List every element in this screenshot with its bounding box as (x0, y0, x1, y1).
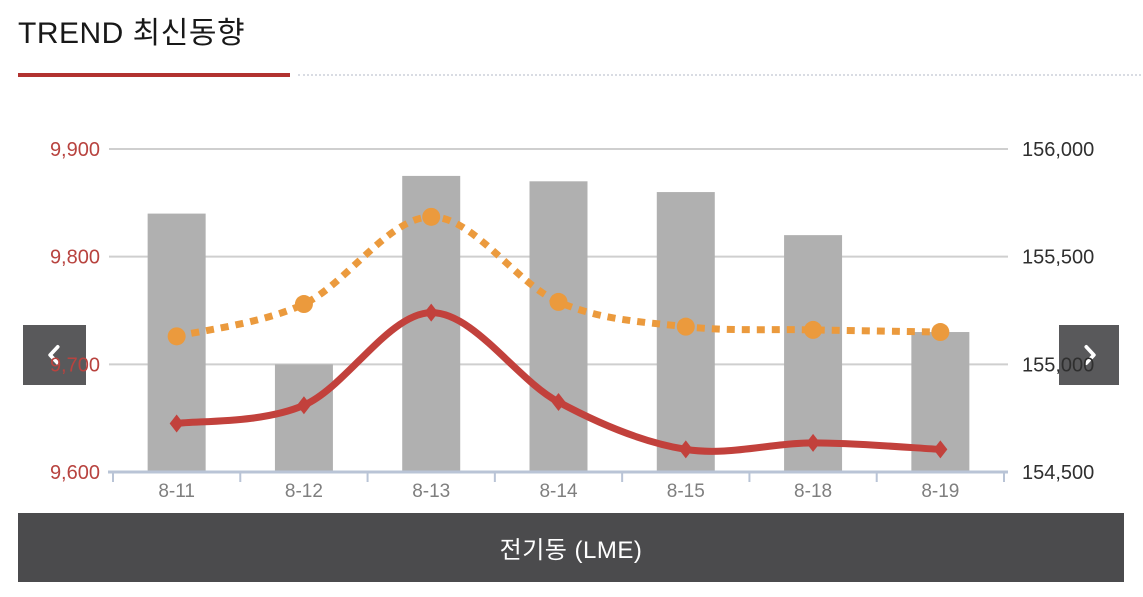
chevron-right-icon (1084, 345, 1096, 365)
dotted-line-path (175, 213, 941, 340)
left-axis-label: 9,800 (50, 247, 100, 269)
x-axis-label: 8-19 (921, 481, 959, 502)
bar-8-13 (402, 175, 461, 472)
page-header: TREND 최신동향 (0, 0, 1143, 77)
chevron-left-icon (47, 345, 60, 365)
page-title: TREND 최신동향 (18, 17, 246, 50)
circle-marker (549, 292, 568, 311)
diamond-marker (678, 440, 693, 459)
title-divider (18, 72, 1143, 77)
title-divider-dots (298, 73, 1141, 76)
right-axis-label: 154,500 (1022, 462, 1094, 484)
x-axis-label: 8-15 (667, 481, 705, 502)
x-axis-label: 8-13 (412, 481, 450, 502)
diamond-marker (551, 393, 566, 412)
bar-8-15 (656, 192, 715, 473)
bar-8-14 (529, 181, 588, 473)
series-title-banner: 전기동 (LME) (18, 513, 1124, 582)
bar-8-19 (911, 332, 970, 472)
circle-marker (294, 295, 313, 314)
carousel-next-button[interactable] (1059, 325, 1119, 385)
title-divider-accent (18, 72, 290, 77)
circle-marker (676, 317, 695, 336)
x-axis-label: 8-12 (285, 481, 323, 502)
diamond-marker (424, 303, 439, 322)
circle-marker (167, 327, 186, 346)
bar-8-12 (274, 364, 333, 472)
circle-marker (804, 320, 823, 339)
x-axis-label: 8-14 (539, 481, 577, 502)
x-axis-label: 8-18 (794, 481, 832, 502)
x-axis-label: 8-11 (158, 481, 195, 502)
diamond-marker (933, 440, 948, 459)
solid-line-path (173, 309, 944, 455)
bar-8-18 (784, 235, 843, 472)
left-axis-label: 9,600 (50, 462, 100, 484)
carousel-prev-button[interactable] (23, 325, 86, 385)
bar-8-11 (147, 213, 206, 472)
right-axis-label: 155,500 (1022, 247, 1094, 269)
circle-marker (422, 207, 441, 226)
right-axis-label: 156,000 (1022, 139, 1094, 161)
circle-marker (931, 323, 950, 342)
diamond-marker (169, 414, 184, 433)
diamond-marker (806, 433, 821, 452)
series-title-label: 전기동 (LME) (499, 537, 643, 564)
left-axis-label: 9,900 (50, 139, 100, 161)
diamond-marker (296, 396, 311, 415)
